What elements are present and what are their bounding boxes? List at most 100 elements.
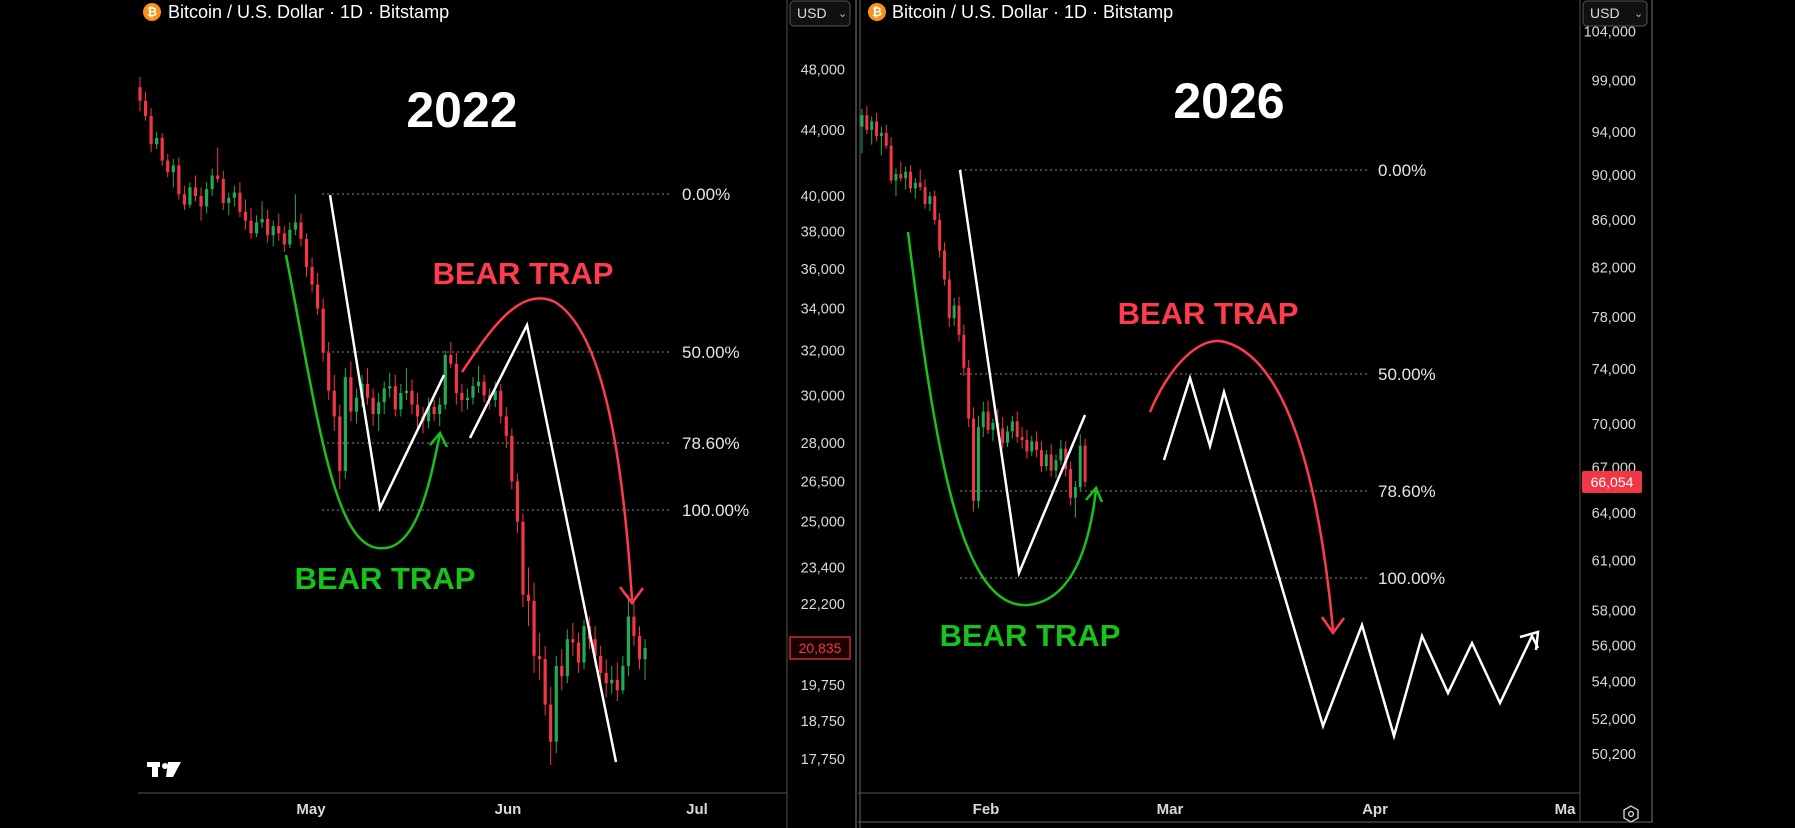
left-last-price: 20,835 xyxy=(799,640,842,656)
price-tick-label: 38,000 xyxy=(801,225,845,241)
candle xyxy=(243,199,248,230)
left-white-path-2 xyxy=(468,321,618,763)
left-currency-select[interactable]: USD ⌄ xyxy=(789,0,851,27)
fib-level-label: 50.00% xyxy=(682,343,740,362)
candle xyxy=(615,662,619,701)
candle xyxy=(1039,441,1043,473)
right-currency-select[interactable]: USD ⌄ xyxy=(1582,0,1648,27)
price-tick-label: 52,000 xyxy=(1592,712,1636,728)
right-chart-panel[interactable]: ₿ Bitcoin / U.S. Dollar · 1D · Bitstamp … xyxy=(858,0,1653,828)
candle xyxy=(266,209,270,243)
left-candles xyxy=(138,76,647,765)
candle xyxy=(210,168,214,196)
price-tick-label: 64,000 xyxy=(1592,506,1636,522)
right-bear-trap-top: BEAR TRAP xyxy=(1118,296,1299,331)
price-tick-label: 104,000 xyxy=(1584,25,1636,41)
right-green-trap-curve xyxy=(906,231,1098,607)
candle xyxy=(933,190,937,225)
fib-level-label: 100.00% xyxy=(1378,569,1445,588)
right-currency-label[interactable]: USD xyxy=(1590,5,1620,21)
price-tick-label: 56,000 xyxy=(1592,639,1636,655)
candle xyxy=(884,124,888,149)
candle xyxy=(957,296,961,342)
candle xyxy=(282,226,286,252)
candle xyxy=(532,582,536,673)
left-chart-panel[interactable]: ₿ Bitcoin / U.S. Dollar · 1D · Bitstamp … xyxy=(138,0,857,828)
candle xyxy=(899,161,903,182)
candle xyxy=(232,185,236,207)
candle xyxy=(1049,444,1053,477)
candle xyxy=(560,649,564,691)
right-price-scale[interactable]: 104,000 99,000 94,000 90,000 86,000 82,000 78,… xyxy=(1584,25,1636,763)
candle xyxy=(1069,461,1073,506)
candle xyxy=(582,619,586,670)
candle xyxy=(526,567,531,627)
candle xyxy=(1044,450,1048,471)
candle xyxy=(576,632,581,673)
right-red-arrowhead xyxy=(1320,616,1346,636)
price-tick-label: 94,000 xyxy=(1592,125,1636,141)
candle xyxy=(870,116,874,145)
price-tick-label: 86,000 xyxy=(1592,213,1636,229)
candle xyxy=(599,645,603,684)
candle xyxy=(249,208,253,239)
price-tick-label: 70,000 xyxy=(1592,417,1636,433)
price-tick-label: 54,000 xyxy=(1592,675,1636,691)
candle xyxy=(1073,481,1077,518)
candle xyxy=(1001,417,1005,449)
candle xyxy=(343,368,347,479)
candle xyxy=(1025,429,1029,459)
price-tick-label: 22,200 xyxy=(801,597,845,613)
price-tick-label: 18,750 xyxy=(801,714,845,730)
candle xyxy=(155,131,159,150)
settings-icon[interactable] xyxy=(1623,805,1639,823)
candle xyxy=(299,213,303,247)
fib-level-label: 0.00% xyxy=(682,185,730,204)
candle xyxy=(238,182,242,218)
left-currency-label[interactable]: USD xyxy=(797,5,827,21)
right-green-arrowhead xyxy=(1085,485,1104,503)
candle xyxy=(904,166,908,190)
candle xyxy=(1006,425,1009,448)
candle xyxy=(942,242,946,286)
right-chart-title: Bitcoin / U.S. Dollar · 1D · Bitstamp xyxy=(892,2,1173,22)
right-price-tag: 66,054 xyxy=(1582,471,1642,493)
candle xyxy=(1059,439,1063,465)
candle xyxy=(454,352,458,405)
left-bear-trap-top: BEAR TRAP xyxy=(433,256,614,291)
tradingview-logo[interactable] xyxy=(147,762,181,777)
candle xyxy=(621,655,625,694)
candle xyxy=(182,185,186,210)
candle xyxy=(393,374,397,417)
candle xyxy=(410,379,414,415)
candle xyxy=(254,215,259,238)
candle xyxy=(288,222,292,249)
candle xyxy=(1015,411,1019,443)
candle xyxy=(321,298,325,362)
fib-level-label: 78.60% xyxy=(682,434,740,453)
candle xyxy=(549,686,553,765)
candle xyxy=(177,157,181,200)
candle xyxy=(338,404,342,490)
right-time-scale[interactable]: Feb Mar Apr Ma xyxy=(973,801,1576,818)
left-time-scale[interactable]: May Jun Jul xyxy=(296,801,707,818)
price-tick-label: 19,750 xyxy=(801,678,845,694)
candle xyxy=(193,175,198,202)
candle xyxy=(894,168,898,197)
candle xyxy=(610,665,614,694)
candle xyxy=(632,600,636,646)
time-tick-label: Mar xyxy=(1157,801,1184,818)
candle xyxy=(443,350,447,410)
candle xyxy=(538,632,542,680)
candle xyxy=(188,182,192,209)
candle xyxy=(388,372,392,398)
candle xyxy=(449,342,453,369)
candle xyxy=(432,399,436,422)
candle xyxy=(565,629,569,684)
candle xyxy=(415,393,420,429)
candle xyxy=(499,383,503,424)
candle xyxy=(377,393,381,431)
left-price-scale[interactable]: 48,000 44,000 40,000 38,000 36,000 34,000 32,0… xyxy=(801,63,845,768)
